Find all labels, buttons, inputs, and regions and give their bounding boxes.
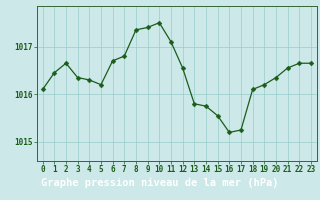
Text: Graphe pression niveau de la mer (hPa): Graphe pression niveau de la mer (hPa) [41, 177, 279, 188]
